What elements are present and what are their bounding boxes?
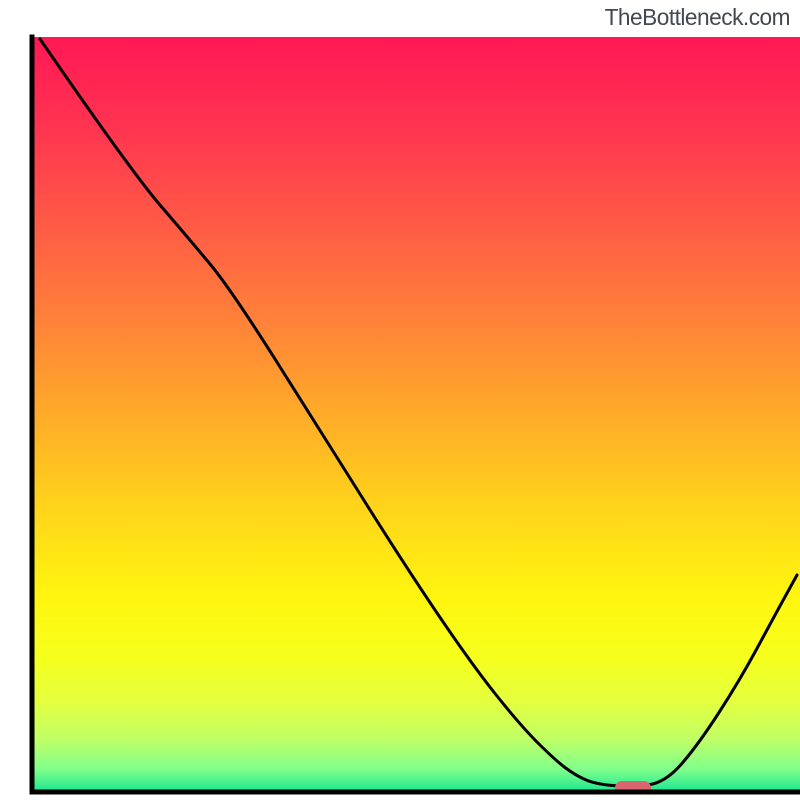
watermark-label: TheBottleneck.com [605,4,790,31]
chart-container: TheBottleneck.com [0,0,800,800]
bottleneck-chart [0,0,800,800]
gradient-background [32,37,800,792]
